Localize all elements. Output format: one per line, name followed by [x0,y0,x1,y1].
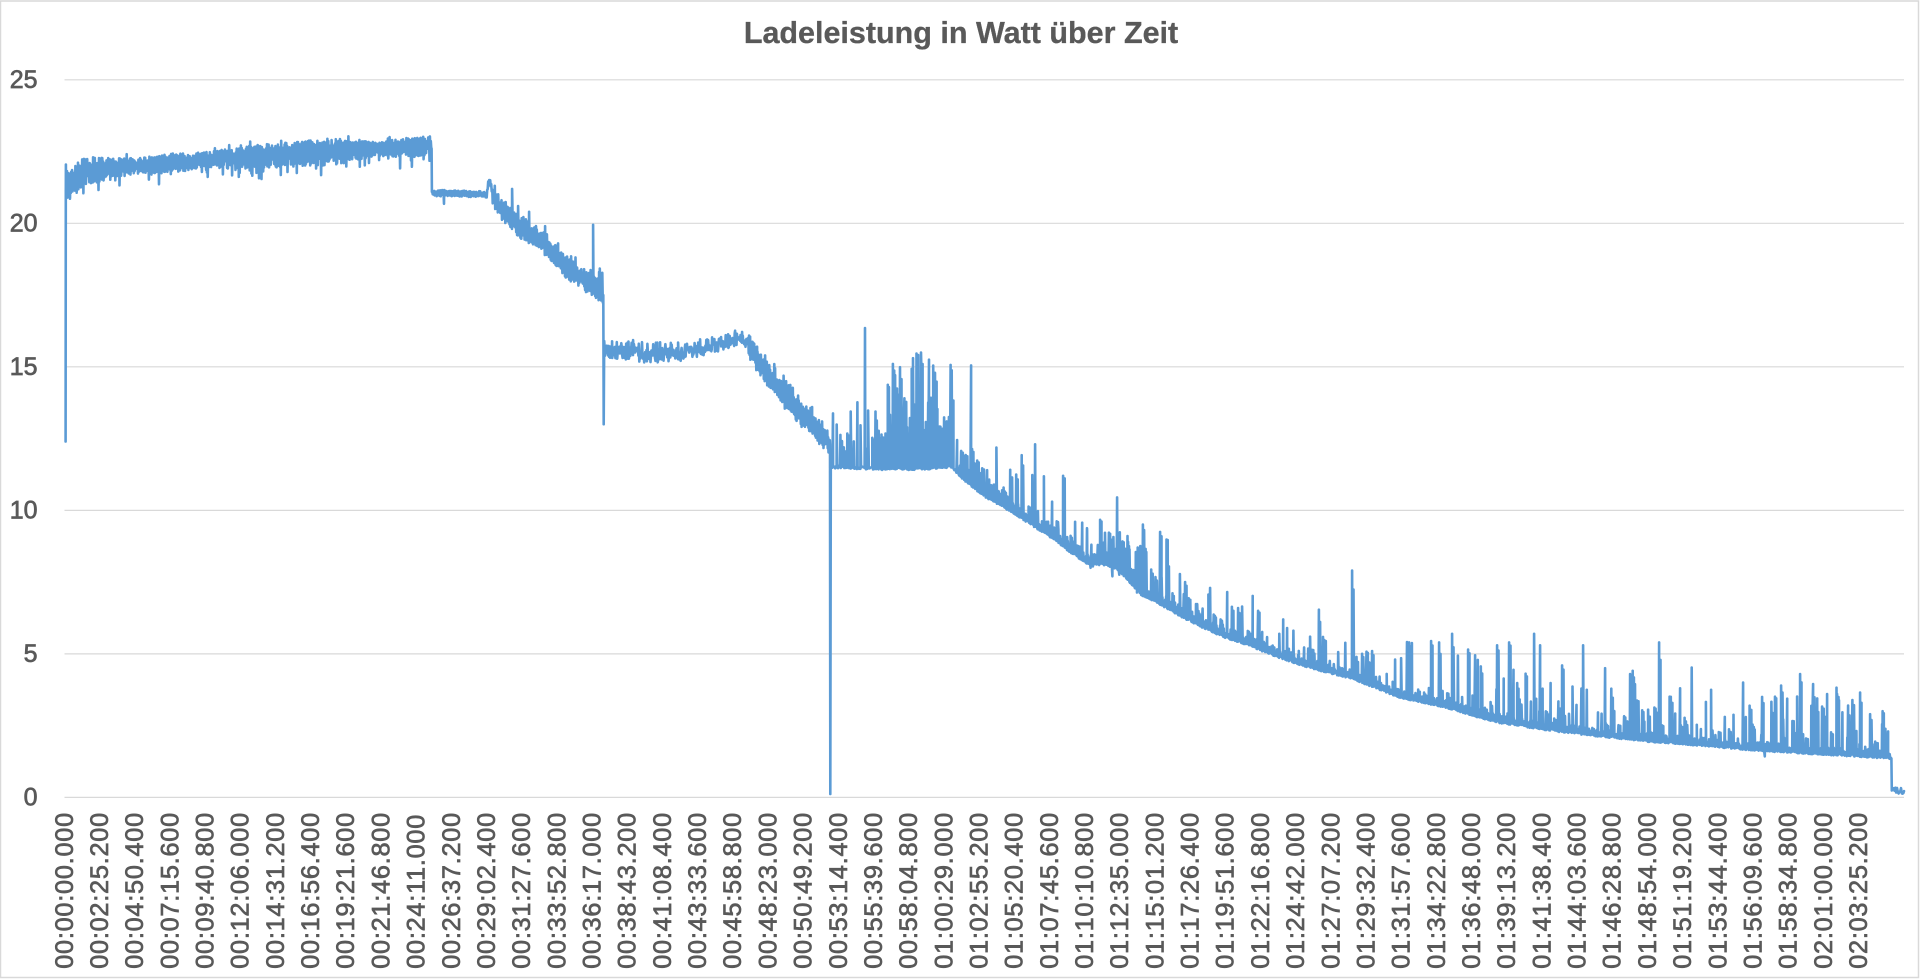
svg-text:01:00:29.000: 01:00:29.000 [930,812,958,969]
svg-text:00:19:21.600: 00:19:21.600 [332,812,360,969]
svg-text:00:12:06.000: 00:12:06.000 [227,812,255,969]
svg-text:01:29:32.400: 01:29:32.400 [1353,812,1381,969]
svg-text:02:03:25.200: 02:03:25.200 [1845,812,1873,969]
svg-text:00:24:11.000: 00:24:11.000 [403,814,431,969]
svg-text:00:04:50.400: 00:04:50.400 [121,812,149,969]
svg-text:00:26:37.200: 00:26:37.200 [438,812,466,969]
svg-text:15: 15 [10,353,38,381]
svg-text:01:44:03.600: 01:44:03.600 [1564,812,1592,969]
svg-text:01:24:42.000: 01:24:42.000 [1282,812,1310,969]
svg-text:00:41:08.400: 00:41:08.400 [649,812,677,969]
svg-text:00:02:25.200: 00:02:25.200 [86,812,114,969]
svg-text:01:17:26.400: 01:17:26.400 [1177,812,1205,969]
svg-text:20: 20 [10,209,38,237]
svg-text:01:15:01.200: 01:15:01.200 [1141,812,1169,969]
svg-text:00:33:52.800: 00:33:52.800 [543,812,571,969]
svg-text:01:31:57.600: 01:31:57.600 [1388,812,1416,969]
svg-text:00:36:17.000: 00:36:17.000 [579,812,607,969]
svg-text:01:34:22.800: 01:34:22.800 [1423,812,1451,969]
svg-text:01:41:38.400: 01:41:38.400 [1528,812,1556,969]
svg-text:00:48:23.000: 00:48:23.000 [754,812,782,969]
svg-text:01:05:20.400: 01:05:20.400 [1001,812,1029,969]
svg-text:00:55:39.600: 00:55:39.600 [860,812,888,969]
svg-text:0: 0 [24,783,38,811]
svg-text:01:39:13.200: 01:39:13.200 [1493,812,1521,969]
svg-text:01:12:35.000: 01:12:35.000 [1106,812,1134,969]
svg-text:00:29:02.400: 00:29:02.400 [473,812,501,969]
svg-text:01:10:10.800: 01:10:10.800 [1071,812,1099,969]
svg-text:00:09:40.800: 00:09:40.800 [192,812,220,969]
svg-text:25: 25 [10,66,38,94]
svg-text:Ladeleistung in Watt über Zeit: Ladeleistung in Watt über Zeit [744,16,1178,50]
svg-text:00:38:43.200: 00:38:43.200 [614,812,642,969]
svg-text:00:45:58.800: 00:45:58.800 [719,812,747,969]
svg-text:00:21:46.800: 00:21:46.800 [367,812,395,969]
svg-text:01:36:48.000: 01:36:48.000 [1458,812,1486,969]
svg-text:01:53:44.400: 01:53:44.400 [1704,812,1732,969]
svg-text:01:02:55.200: 01:02:55.200 [966,812,994,969]
svg-text:5: 5 [24,640,38,668]
svg-text:00:58:04.800: 00:58:04.800 [895,812,923,969]
svg-text:01:58:34.800: 01:58:34.800 [1775,812,1803,969]
svg-text:00:16:56.400: 00:16:56.400 [297,812,325,969]
svg-text:01:46:28.800: 01:46:28.800 [1599,812,1627,969]
svg-text:00:53:14.400: 00:53:14.400 [825,812,853,969]
svg-text:01:07:45.600: 01:07:45.600 [1036,812,1064,969]
svg-text:00:00:00.000: 00:00:00.000 [51,812,79,969]
svg-text:00:07:15.600: 00:07:15.600 [156,812,184,969]
svg-text:01:51:19.200: 01:51:19.200 [1669,812,1697,969]
svg-text:01:48:54.000: 01:48:54.000 [1634,812,1662,969]
svg-text:01:27:07.200: 01:27:07.200 [1317,812,1345,969]
svg-text:02:01:00.000: 02:01:00.000 [1810,812,1838,969]
svg-text:01:19:51.600: 01:19:51.600 [1212,812,1240,969]
svg-text:01:56:09.600: 01:56:09.600 [1739,812,1767,969]
svg-text:00:50:49.200: 00:50:49.200 [790,812,818,969]
svg-text:00:31:27.600: 00:31:27.600 [508,812,536,969]
svg-text:00:43:33.600: 00:43:33.600 [684,812,712,969]
svg-text:10: 10 [10,496,38,524]
svg-text:01:22:16.800: 01:22:16.800 [1247,812,1275,969]
svg-text:00:14:31.200: 00:14:31.200 [262,812,290,969]
